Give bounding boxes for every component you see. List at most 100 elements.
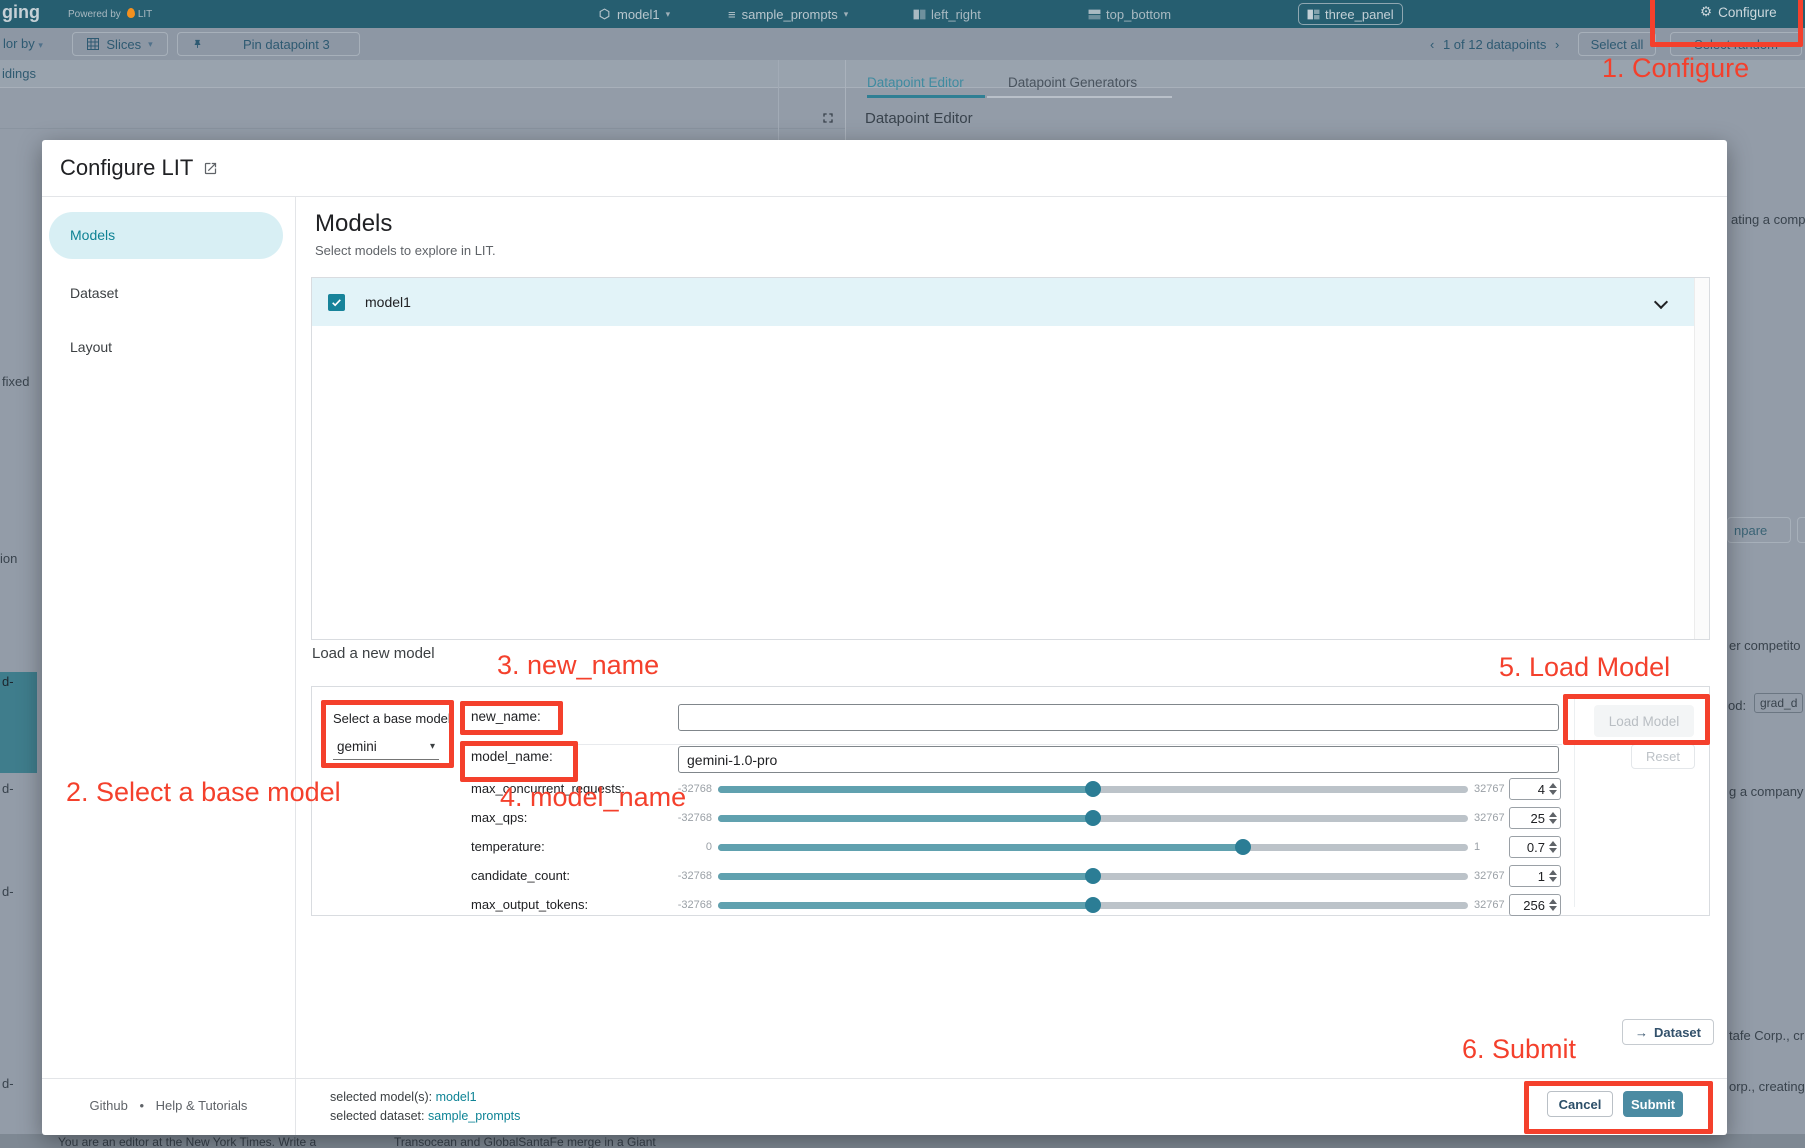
stepper-arrows-icon[interactable]: [1549, 870, 1557, 882]
slider-row-temperature: temperature: 0 1 0.7: [312, 835, 1572, 859]
new-name-label: new_name:: [471, 709, 541, 724]
footer-links: Github • Help & Tutorials: [42, 1098, 295, 1113]
slider-track[interactable]: [718, 868, 1468, 884]
background-tab-fragment: idings: [2, 66, 36, 81]
check-icon: [332, 298, 341, 306]
slider-thumb[interactable]: [1085, 810, 1101, 826]
model-selector[interactable]: model1 ▾: [598, 3, 670, 25]
slider-track[interactable]: [718, 781, 1468, 797]
model-row-label: model1: [365, 294, 411, 310]
load-model-heading: Load a new model: [312, 645, 435, 662]
reset-button[interactable]: Reset: [1631, 744, 1695, 769]
chevron-down-icon: ▾: [148, 38, 153, 49]
separator-dot: •: [139, 1098, 145, 1113]
annotation-label-1: 1. Configure: [1602, 53, 1750, 83]
stepper-arrows-icon[interactable]: [1549, 783, 1557, 795]
slider-thumb[interactable]: [1085, 868, 1101, 884]
layout-button-three-panel[interactable]: three_panel: [1298, 3, 1403, 25]
help-tutorials-link[interactable]: Help & Tutorials: [155, 1098, 248, 1113]
model-cube-icon: [599, 7, 610, 19]
background-button-fragment[interactable]: F: [1797, 517, 1805, 543]
compare-button-fragment[interactable]: npare: [1727, 517, 1791, 543]
slider-fill: [718, 815, 1093, 822]
slider-track[interactable]: [718, 839, 1468, 855]
divider: [42, 1078, 1727, 1079]
background-fragment: er competito: [1729, 638, 1801, 653]
prev-datapoint-button[interactable]: ‹: [1430, 37, 1435, 52]
top-bottom-layout-icon: [1088, 9, 1101, 19]
layout-button-top-bottom[interactable]: top_bottom: [1080, 3, 1179, 25]
slider-row-max-qps: max_qps: -32768 32767 25: [312, 806, 1572, 830]
background-cell-fragment: Transocean and GlobalSantaFe merge in a …: [394, 1135, 656, 1148]
chevron-down-icon[interactable]: [1653, 294, 1669, 310]
model-checkbox[interactable]: [328, 293, 345, 311]
background-fragment: g a company: [1729, 784, 1804, 799]
annotation-box-new-name: [460, 701, 563, 735]
background-fragment: ating a comp: [1731, 212, 1805, 227]
gear-icon: ⚙: [1700, 4, 1713, 19]
submit-button[interactable]: Submit: [1623, 1091, 1683, 1117]
slices-button[interactable]: Slices ▾: [72, 32, 168, 56]
scrollbar-gutter[interactable]: [1694, 278, 1709, 639]
slider-thumb[interactable]: [1085, 781, 1101, 797]
github-link[interactable]: Github: [89, 1098, 128, 1113]
configure-button[interactable]: ⚙ Configure: [1700, 4, 1777, 20]
cancel-button[interactable]: Cancel: [1547, 1091, 1613, 1117]
slider-fill: [718, 844, 1243, 851]
slider-thumb[interactable]: [1085, 897, 1101, 913]
value-stepper[interactable]: 25: [1509, 807, 1561, 829]
three-panel-layout-icon: [1307, 9, 1320, 19]
background-fragment: d-: [2, 884, 14, 899]
annotation-label-3: 3. new_name: [497, 650, 660, 680]
sidebar-item-dataset[interactable]: Dataset: [70, 285, 119, 301]
selected-dataset-status: selected dataset: sample_prompts: [330, 1109, 521, 1123]
model-row[interactable]: model1: [312, 278, 1694, 326]
selected-model-link[interactable]: model1: [435, 1090, 477, 1104]
background-fragment: tafe Corp., cr: [1729, 1028, 1805, 1043]
background-fragment: od:: [1728, 698, 1747, 713]
tab-datapoint-editor[interactable]: Datapoint Editor: [867, 75, 964, 90]
stepper-arrows-icon[interactable]: [1549, 899, 1557, 911]
annotation-box-configure: [1650, 0, 1803, 47]
value-stepper[interactable]: 4: [1509, 778, 1561, 800]
slider-fill: [718, 873, 1093, 880]
background-table-strip: You are an editor at the New York Times.…: [0, 1134, 1805, 1148]
arrow-right-icon: →: [1635, 1024, 1649, 1040]
open-in-new-icon[interactable]: [203, 161, 218, 176]
model-name-input[interactable]: [678, 746, 1559, 773]
next-datapoint-button[interactable]: ›: [1554, 37, 1560, 52]
sidebar-item-models[interactable]: Models: [49, 212, 283, 259]
load-model-button[interactable]: Load Model: [1594, 705, 1694, 737]
load-model-panel: Select a base model gemini ▾ new_name: m…: [311, 686, 1710, 916]
slider-thumb[interactable]: [1235, 839, 1251, 855]
dataset-selector[interactable]: ≡ sample_prompts ▾: [728, 6, 849, 22]
stepper-arrows-icon[interactable]: [1549, 841, 1557, 853]
flame-icon: [126, 8, 135, 18]
sidebar-item-layout[interactable]: Layout: [70, 339, 113, 355]
slider-track[interactable]: [718, 810, 1468, 826]
new-name-input[interactable]: [678, 704, 1559, 731]
chevron-down-icon: ▾: [843, 8, 849, 19]
datapoint-pagination: ‹ 1 of 12 datapoints ›: [1430, 37, 1560, 52]
slider-row-max-output-tokens: max_output_tokens: -32768 32767 256: [312, 893, 1572, 917]
chevron-down-icon: ▾: [38, 40, 43, 50]
pin-datapoint-button[interactable]: Pin datapoint 3: [177, 32, 360, 56]
powered-by-label: Powered by LIT: [68, 8, 153, 20]
slider-fill: [718, 902, 1093, 909]
selected-dataset-link[interactable]: sample_prompts: [428, 1109, 521, 1123]
stepper-arrows-icon[interactable]: [1549, 812, 1557, 824]
value-stepper[interactable]: 256: [1509, 894, 1561, 916]
divider: [295, 196, 296, 1135]
value-stepper[interactable]: 1: [1509, 865, 1561, 887]
dataset-next-button[interactable]: → Dataset: [1622, 1019, 1714, 1045]
tab-datapoint-generators[interactable]: Datapoint Generators: [1008, 75, 1138, 90]
annotation-box-submit: [1524, 1081, 1713, 1134]
chevron-down-icon: ▾: [665, 8, 671, 19]
slider-track[interactable]: [718, 897, 1468, 913]
color-by-control[interactable]: lor by ▾: [3, 36, 43, 51]
base-model-select[interactable]: gemini ▾: [333, 733, 439, 760]
layout-button-left-right[interactable]: left_right: [905, 3, 989, 25]
value-stepper[interactable]: 0.7: [1509, 836, 1561, 858]
expand-icon[interactable]: [820, 110, 836, 126]
background-fragment: d-: [2, 674, 14, 689]
